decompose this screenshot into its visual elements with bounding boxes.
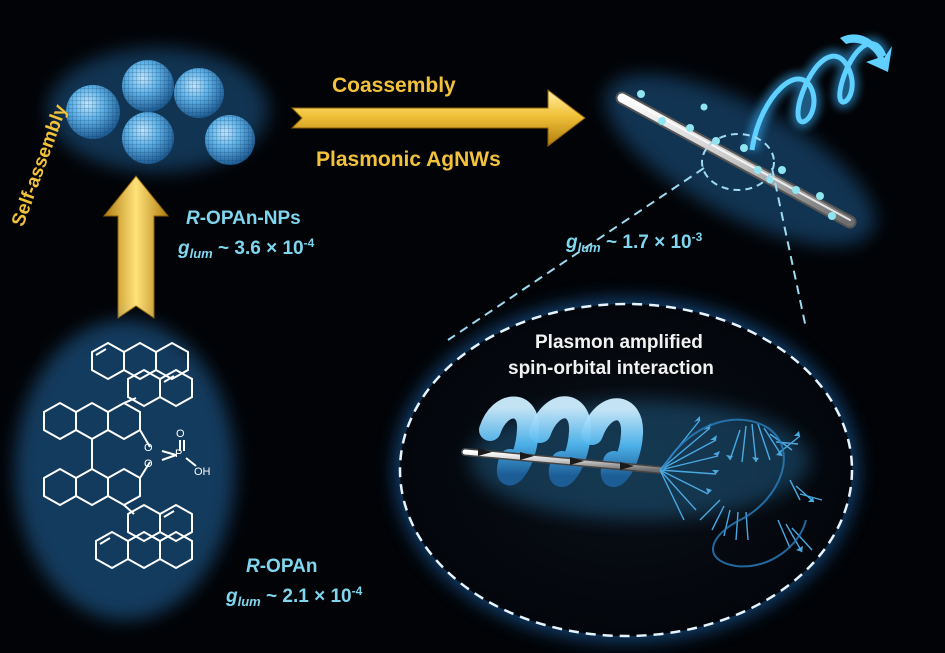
nanoparticle-sphere	[122, 60, 174, 112]
emission-helix	[745, 34, 892, 152]
coassembly-label: Coassembly	[332, 74, 456, 97]
nps-glum-label: glum ~ 3.6 × 10-4	[178, 236, 315, 261]
molecule-structure	[43, 341, 197, 570]
wire-particles	[637, 90, 836, 220]
nanoparticle-sphere	[66, 85, 120, 139]
coassembly-arrow	[290, 88, 586, 148]
plasmonic-agnws-label: Plasmonic AgNWs	[316, 148, 501, 171]
nanoparticle-sphere	[205, 115, 255, 165]
wire-glum-label: glum ~ 1.7 × 10-3	[566, 230, 703, 255]
atom-label-o: O	[176, 428, 185, 440]
nps-name-label: R-OPAn-NPs	[186, 208, 301, 229]
atom-label-o: O	[144, 442, 153, 454]
nanoparticle-cluster	[48, 48, 268, 172]
opan-glum-label: glum ~ 2.1 × 10-4	[226, 584, 363, 609]
nanoparticle-sphere	[174, 68, 224, 118]
atom-label-o: O	[144, 458, 153, 470]
plasmon-illustration	[461, 396, 823, 568]
zoom-circle	[701, 133, 775, 191]
atom-label-oh: OH	[194, 466, 211, 478]
zoom-lines	[447, 167, 807, 341]
zoomed-wire	[461, 448, 664, 474]
self-assembly-arrow	[102, 175, 170, 319]
phosphate-group	[139, 429, 197, 479]
binaphthyl-lower	[43, 439, 141, 515]
anthracene-top	[91, 341, 193, 408]
anthracene-bottom	[95, 503, 193, 570]
opan-name-label: R-OPAn	[246, 556, 318, 577]
plasmon-title-line2: spin-orbital interaction	[508, 358, 714, 379]
nanowire-assembly	[605, 34, 892, 246]
plasmon-title-line1: Plasmon amplified	[535, 332, 703, 353]
atom-label-p: P	[175, 448, 183, 460]
nanoparticle-sphere	[122, 112, 174, 164]
emission-arrowhead	[840, 34, 892, 72]
plasmon-helix	[479, 396, 643, 487]
